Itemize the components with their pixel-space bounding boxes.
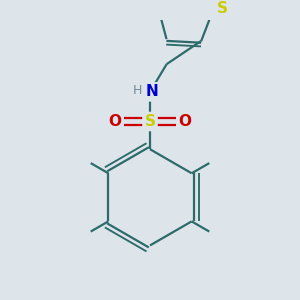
Text: O: O [108, 114, 122, 129]
Text: S: S [145, 114, 155, 129]
Text: S: S [217, 1, 228, 16]
Text: H: H [132, 83, 142, 97]
Text: N: N [146, 84, 158, 99]
Text: O: O [178, 114, 192, 129]
